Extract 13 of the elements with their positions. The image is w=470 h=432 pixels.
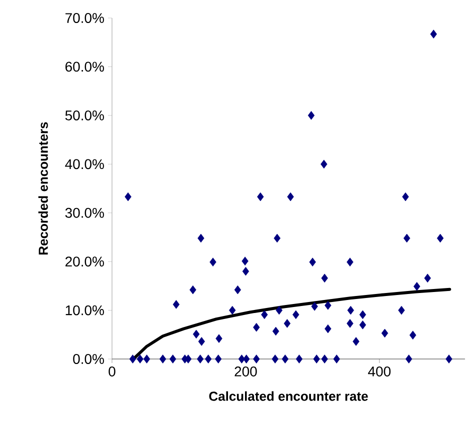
x-tick-label: 200	[234, 366, 257, 376]
y-tick-label: 60.0%	[65, 62, 104, 72]
y-tick-label: 10.0%	[66, 305, 104, 316]
x-tick-label: 400	[368, 366, 391, 376]
y-tick-label: 20.0%	[65, 256, 104, 267]
y-tick-label: 30.0%	[65, 208, 104, 218]
y-tick-label: 50.0%	[65, 110, 104, 120]
x-axis-title: Calculated encounter rate	[209, 391, 368, 401]
y-tick-label: 70.0%	[65, 13, 104, 23]
y-axis-title: Recorded encounters	[38, 122, 48, 254]
x-tick-label: 0	[108, 366, 116, 376]
y-tick-label: 0.0%	[73, 354, 104, 364]
y-tick-label: 40.0%	[65, 159, 104, 170]
